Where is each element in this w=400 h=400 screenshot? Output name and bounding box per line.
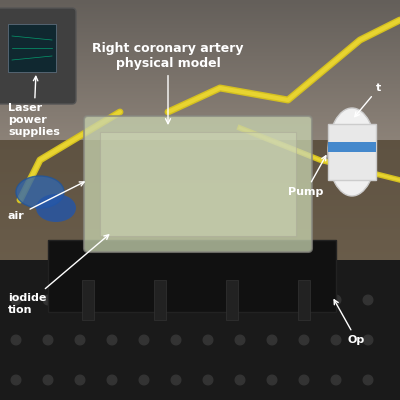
Text: Pump: Pump [288,156,326,197]
Bar [154,280,166,320]
Circle shape [299,335,309,345]
Bar [328,142,376,152]
Circle shape [11,335,21,345]
Circle shape [107,295,117,305]
Circle shape [235,375,245,385]
Bar [328,124,376,180]
Text: iodide
tion: iodide tion [8,235,109,315]
Circle shape [75,335,85,345]
Circle shape [331,375,341,385]
Bar [0,260,400,400]
Circle shape [139,375,149,385]
Circle shape [171,335,181,345]
Circle shape [11,295,21,305]
FancyBboxPatch shape [0,8,76,104]
Circle shape [107,375,117,385]
Circle shape [43,335,53,345]
Circle shape [235,335,245,345]
Circle shape [331,295,341,305]
Text: t: t [355,83,381,117]
Circle shape [267,295,277,305]
Bar [8,24,56,72]
Circle shape [75,375,85,385]
Text: Op: Op [334,300,365,345]
Circle shape [11,375,21,385]
Ellipse shape [16,176,64,208]
Circle shape [363,295,373,305]
Circle shape [43,375,53,385]
Circle shape [139,295,149,305]
Circle shape [203,295,213,305]
Circle shape [107,335,117,345]
Circle shape [299,375,309,385]
FancyBboxPatch shape [84,116,312,252]
Circle shape [43,295,53,305]
Circle shape [171,295,181,305]
Text: Right coronary artery
physical model: Right coronary artery physical model [92,42,244,124]
Circle shape [139,335,149,345]
Bar [48,240,336,312]
Circle shape [267,375,277,385]
Bar [100,132,296,236]
Circle shape [299,295,309,305]
Bar [82,280,94,320]
Circle shape [267,335,277,345]
Text: Laser
power
supplies: Laser power supplies [8,76,60,137]
Circle shape [75,295,85,305]
Text: air: air [8,182,84,221]
Circle shape [363,375,373,385]
Bar [226,280,238,320]
Circle shape [235,295,245,305]
Circle shape [171,375,181,385]
Bar [298,280,310,320]
Circle shape [363,335,373,345]
Ellipse shape [36,194,76,222]
Circle shape [331,335,341,345]
Circle shape [203,375,213,385]
Circle shape [203,335,213,345]
Ellipse shape [328,108,376,196]
